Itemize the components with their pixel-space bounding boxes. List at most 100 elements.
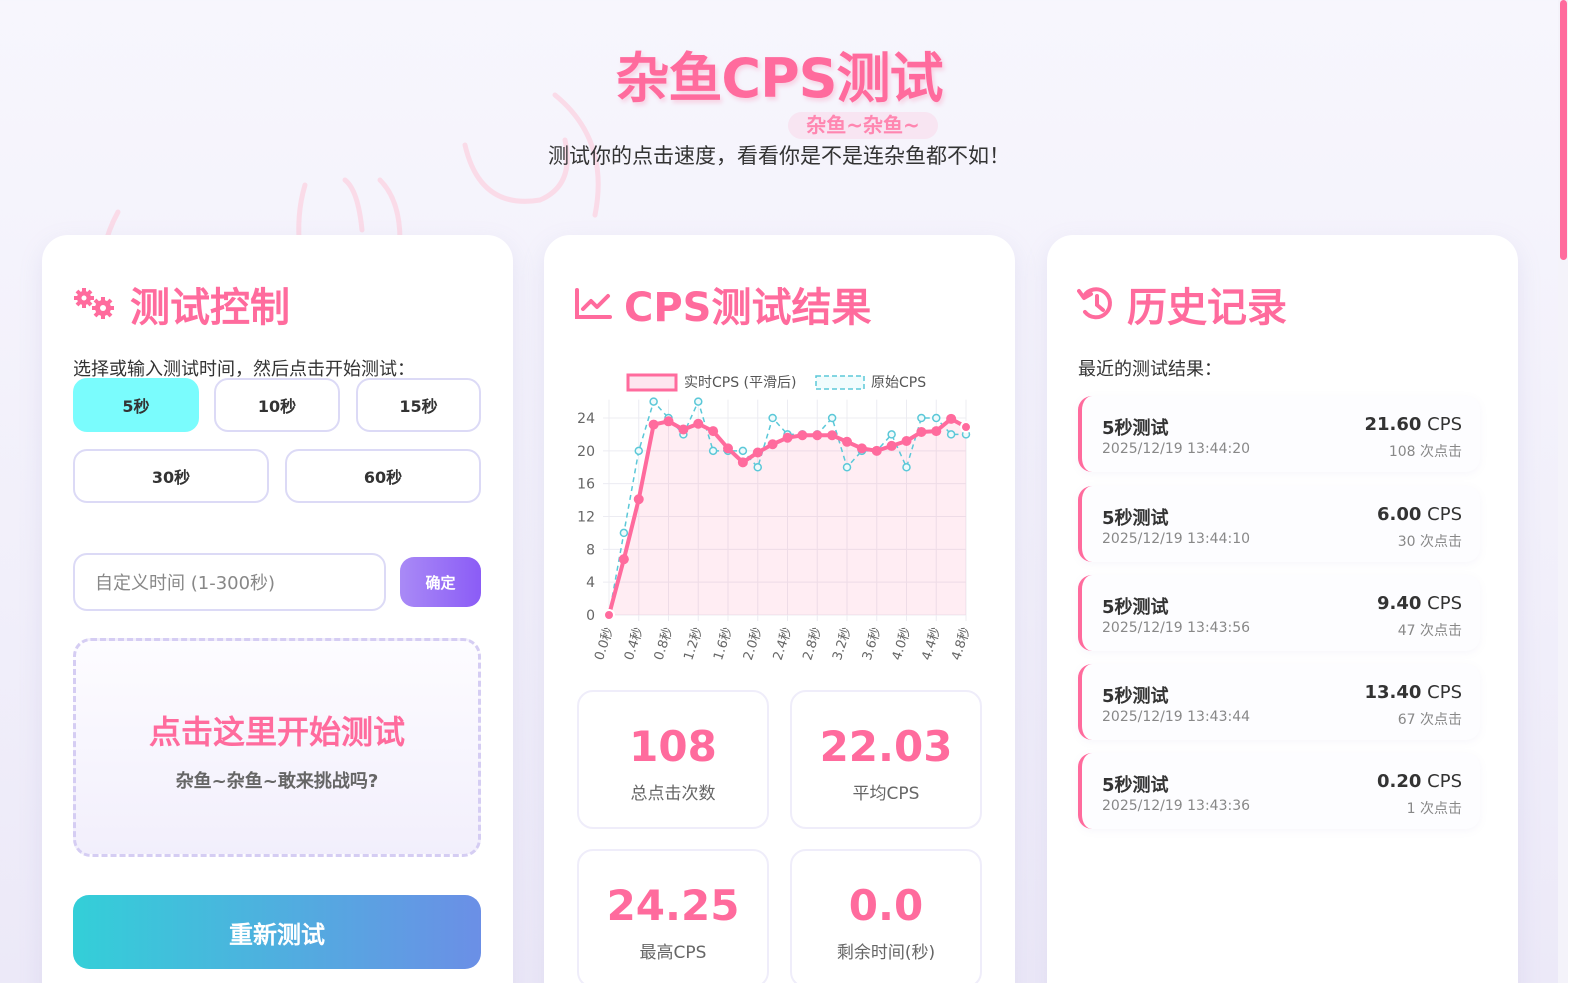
history-item-time: 2025/12/19 13:43:56 [1102,620,1251,636]
smoothed-cps-point [916,426,927,437]
raw-cps-point [738,446,748,456]
smoothed-cps-point [678,424,689,435]
x-tick-label: 2.0秒 [741,626,766,663]
legend-smoothed-label: 实时CPS (平滑后) [684,374,796,391]
history-item: 5秒测试 2025/12/19 13:43:56 9.40 CPS 47 次点击 [1078,575,1480,651]
history-item-name: 5秒测试 [1102,418,1169,439]
scrollbar-thumb[interactable] [1560,0,1567,260]
smoothed-cps-point [842,436,852,447]
kaomoji-decoration [101,92,601,253]
x-tick-label: 1.2秒 [681,626,706,663]
y-tick-label: 20 [577,444,595,460]
smoothed-cps-point [886,440,897,451]
stat-time-left: 0.0 剩余时间(秒) [790,849,982,983]
x-tick-label: 0.4秒 [622,626,647,663]
smoothed-cps-point [812,430,823,441]
history-item-clicks: 108 次点击 [1388,444,1462,460]
history-item-clicks: 1 次点击 [1406,801,1462,817]
smoothed-cps-point [752,447,763,458]
x-tick-label: 0.0秒 [592,626,617,663]
duration-15s-button[interactable]: 15秒 [356,378,481,432]
window-edge [1568,0,1593,983]
chart-line-icon [575,288,612,319]
smoothed-cps-point [693,418,704,429]
page-title: 杂鱼CPS测试 [615,47,943,110]
raw-cps-point [619,528,629,538]
history-item-cps: 0.20 CPS [1376,771,1462,792]
history-item-clicks: 30 次点击 [1397,534,1462,550]
results-card: CPS测试结果 0 4 8 12 16 20 24 0.0秒 0.4秒 0.8秒 1.2秒 1.6秒 2… [544,235,1015,983]
history-card: 历史记录 最近的测试结果： 5秒测试 2025/12/19 13:44:20 2… [1047,235,1518,983]
history-item-cps: 21.60 CPS [1364,414,1462,435]
instruction-text: 选择或输入测试时间，然后点击开始测试： [73,359,415,380]
confirm-button[interactable]: 确定 [400,557,481,607]
history-item-time: 2025/12/19 13:43:44 [1102,709,1251,725]
x-tick-label: 3.6秒 [860,626,885,663]
history-item-clicks: 47 次点击 [1397,623,1462,639]
x-tick-label: 2.8秒 [800,626,825,663]
raw-cps-point [917,413,926,423]
x-tick-label: 0.8秒 [652,626,677,663]
raw-cps-point [887,430,896,439]
results-title: CPS测试结果 [574,275,871,333]
smoothed-cps-point [931,426,942,437]
click-area-title: 点击这里开始测试 [148,713,405,751]
duration-5s-button[interactable]: 5秒 [73,378,199,432]
raw-cps-point [649,397,658,406]
smoothed-cps-point [901,435,912,446]
legend-raw-label: 原始CPS [871,375,926,391]
smoothed-cps-point [737,457,748,468]
y-tick-label: 4 [586,575,595,591]
title-tag: 杂鱼~杂鱼~ [788,112,938,139]
duration-30s-button[interactable]: 30秒 [73,449,269,503]
smoothed-cps-point [856,443,867,454]
history-item-name: 5秒测试 [1102,508,1169,529]
control-card: 测试控制 选择或输入测试时间，然后点击开始测试： 5秒 10秒 15秒 30秒 … [42,235,513,983]
y-tick-label: 0 [586,608,595,624]
raw-cps-point [902,463,911,472]
raw-cps-point [946,430,956,439]
history-item: 5秒测试 2025/12/19 13:44:10 6.00 CPS 30 次点击 [1078,486,1480,562]
smoothed-cps-point [767,439,778,450]
y-tick-label: 8 [586,542,595,558]
scrollbar-track[interactable] [1558,0,1568,983]
y-tick-label: 16 [577,477,595,493]
smoothed-cps-point [708,426,719,437]
cps-chart: 0 4 8 12 16 20 24 0.0秒 0.4秒 0.8秒 1.2秒 1.6秒 2.0秒 2.4秒 2… [577,373,974,663]
raw-cps-point [932,413,941,423]
history-item-name: 5秒测试 [1102,597,1169,618]
control-title: 测试控制 [72,275,290,333]
custom-time-input[interactable]: 自定义时间 (1-300秒) [73,553,386,611]
duration-10s-button[interactable]: 10秒 [214,378,340,432]
history-item-name: 5秒测试 [1102,686,1169,707]
history-item: 5秒测试 2025/12/19 13:43:44 13.40 CPS 67 次点… [1078,664,1480,740]
smoothed-cps-point [723,443,733,454]
stat-average-cps: 22.03 平均CPS [790,690,982,829]
raw-cps-point [753,463,762,472]
smoothed-cps-point [946,413,957,424]
smoothed-cps-point [603,609,615,621]
history-item-cps: 9.40 CPS [1376,593,1462,614]
history-item: 5秒测试 2025/12/19 13:44:20 21.60 CPS 108 次… [1078,396,1480,472]
history-item-clicks: 67 次点击 [1397,712,1462,728]
click-test-area[interactable]: 点击这里开始测试 杂鱼~杂鱼~敢来挑战吗? [73,638,481,857]
smoothed-cps-point [782,432,793,443]
reset-button[interactable]: 重新测试 [73,895,481,969]
click-area-subtitle: 杂鱼~杂鱼~敢来挑战吗? [175,771,379,792]
duration-60s-button[interactable]: 60秒 [285,449,481,503]
history-item-time: 2025/12/19 13:44:20 [1102,441,1251,457]
gears-icon [74,288,114,319]
smoothed-cps-point [633,494,644,505]
stat-total-clicks: 108 总点击次数 [577,690,769,829]
stat-max-cps: 24.25 最高CPS [577,849,769,983]
raw-cps-point [827,413,837,423]
history-item: 5秒测试 2025/12/19 13:43:36 0.20 CPS 1 次点击 [1078,753,1480,829]
x-tick-label: 4.4秒 [919,626,944,663]
raw-cps-point [842,463,852,472]
history-subtitle: 最近的测试结果： [1078,359,1222,380]
smoothed-cps-point [618,554,629,565]
x-tick-label: 3.2秒 [830,626,855,663]
raw-cps-point [768,413,777,423]
smoothed-area [609,418,966,615]
history-item-time: 2025/12/19 13:43:36 [1102,798,1251,814]
